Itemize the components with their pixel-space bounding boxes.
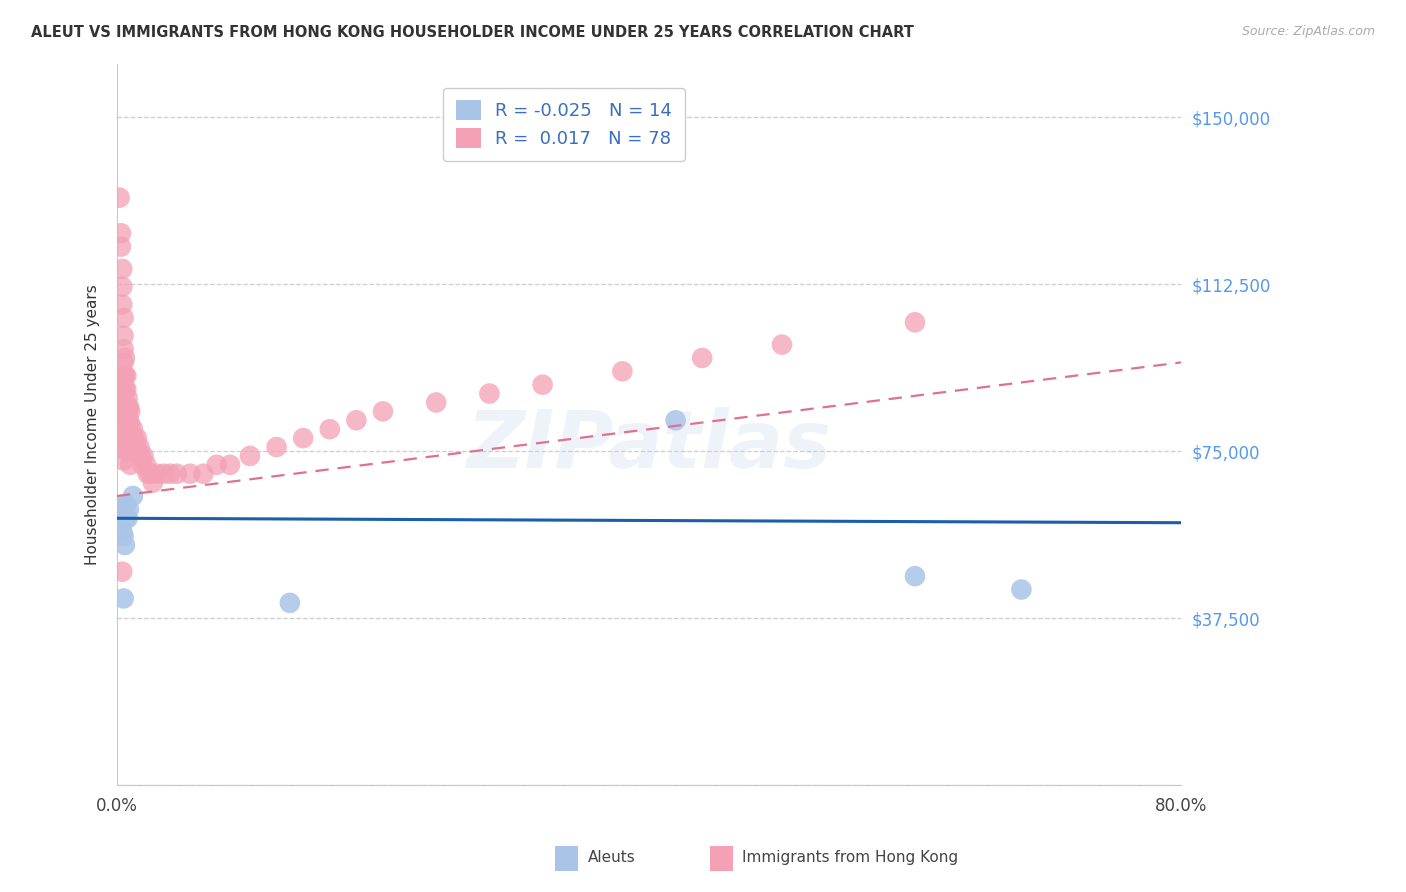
Point [152, 467, 174, 481]
Point [770, 337, 793, 351]
Point [159, 467, 181, 481]
Point [139, 467, 162, 481]
Point [115, 400, 138, 414]
Point [371, 404, 394, 418]
Point [112, 453, 135, 467]
Point [114, 395, 136, 409]
Point [118, 426, 141, 441]
Point [112, 591, 135, 606]
Point [120, 417, 142, 432]
Point [112, 440, 135, 454]
Point [110, 498, 132, 512]
Point [344, 413, 367, 427]
Point [114, 351, 136, 365]
Point [114, 511, 136, 525]
Y-axis label: Householder Income Under 25 years: Householder Income Under 25 years [86, 285, 100, 566]
Point [111, 279, 134, 293]
Point [131, 458, 153, 472]
Point [127, 444, 149, 458]
Point [110, 239, 132, 253]
Point [111, 261, 134, 276]
Point [112, 426, 135, 441]
Point [292, 431, 315, 445]
Point [690, 351, 713, 365]
Point [166, 467, 188, 481]
Point [132, 449, 155, 463]
Point [112, 529, 135, 543]
Text: Immigrants from Hong Kong: Immigrants from Hong Kong [742, 850, 959, 864]
Point [117, 422, 139, 436]
Point [239, 449, 262, 463]
Point [114, 413, 136, 427]
Point [112, 328, 135, 343]
Point [135, 458, 157, 472]
Point [115, 498, 138, 512]
Point [112, 355, 135, 369]
Text: ZIPatlas: ZIPatlas [467, 408, 831, 485]
Point [665, 413, 688, 427]
Point [115, 444, 138, 458]
Point [112, 368, 135, 383]
Point [193, 467, 215, 481]
Point [120, 444, 142, 458]
Point [112, 342, 135, 356]
Point [142, 475, 165, 490]
Point [478, 386, 501, 401]
Point [120, 458, 142, 472]
Point [122, 431, 145, 445]
Point [111, 565, 134, 579]
Point [118, 440, 141, 454]
Point [125, 431, 148, 445]
Point [205, 458, 228, 472]
Point [112, 413, 135, 427]
Point [118, 413, 141, 427]
Point [124, 440, 146, 454]
Point [111, 524, 134, 539]
Text: ALEUT VS IMMIGRANTS FROM HONG KONG HOUSEHOLDER INCOME UNDER 25 YEARS CORRELATION: ALEUT VS IMMIGRANTS FROM HONG KONG HOUSE… [31, 25, 914, 40]
Point [122, 489, 145, 503]
Point [114, 368, 136, 383]
Point [112, 404, 135, 418]
Point [278, 596, 301, 610]
Point [179, 467, 201, 481]
Point [425, 395, 447, 409]
Point [904, 569, 927, 583]
Point [118, 502, 141, 516]
Point [115, 413, 138, 427]
Point [266, 440, 288, 454]
Point [110, 227, 132, 241]
Point [117, 511, 139, 525]
Point [136, 467, 159, 481]
Point [111, 297, 134, 311]
Point [219, 458, 242, 472]
Point [120, 431, 142, 445]
Point [122, 422, 145, 436]
Point [117, 435, 139, 450]
Point [612, 364, 634, 378]
Point [114, 538, 136, 552]
Point [129, 449, 152, 463]
Point [146, 467, 169, 481]
Point [112, 377, 135, 392]
Point [904, 315, 927, 329]
Point [115, 431, 138, 445]
Point [115, 382, 138, 396]
Point [128, 440, 150, 454]
Point [115, 368, 138, 383]
Point [112, 310, 135, 325]
Point [531, 377, 554, 392]
Point [319, 422, 342, 436]
Legend: R = -0.025   N = 14, R =  0.017   N = 78: R = -0.025 N = 14, R = 0.017 N = 78 [443, 87, 685, 161]
Point [122, 435, 145, 450]
Point [117, 391, 139, 405]
Point [118, 400, 141, 414]
Point [1010, 582, 1032, 597]
Point [117, 404, 139, 418]
Text: Aleuts: Aleuts [588, 850, 636, 864]
Point [108, 191, 131, 205]
Point [120, 404, 142, 418]
Point [114, 382, 136, 396]
Text: Source: ZipAtlas.com: Source: ZipAtlas.com [1241, 25, 1375, 38]
Point [112, 391, 135, 405]
